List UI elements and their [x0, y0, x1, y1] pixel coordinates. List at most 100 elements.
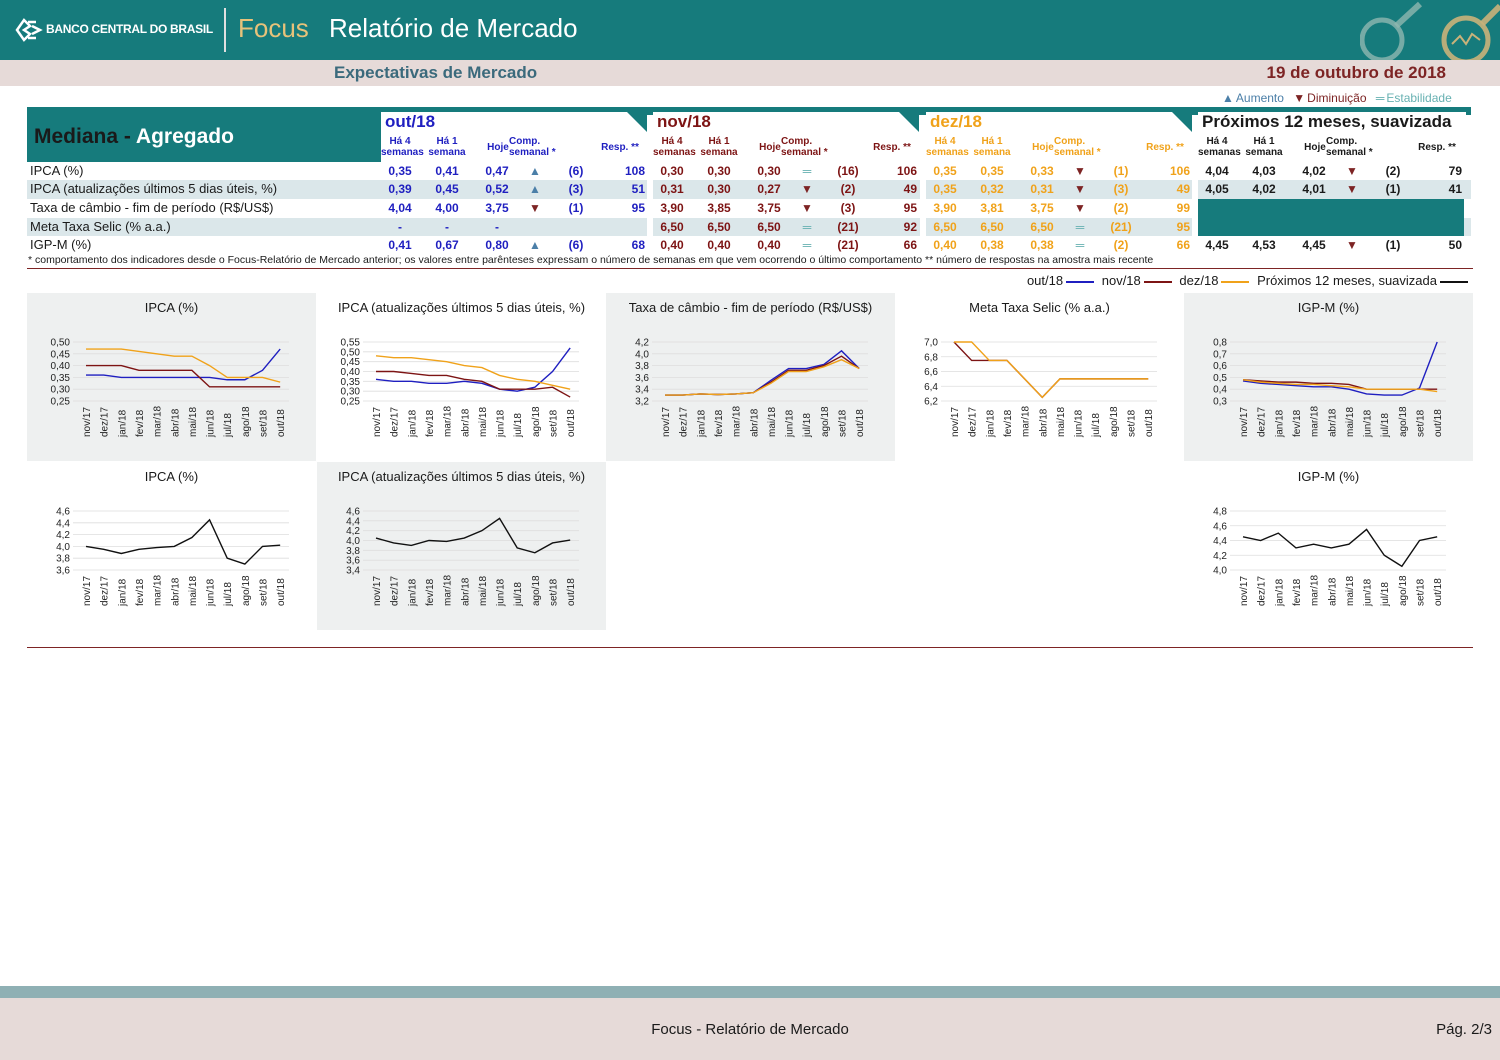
y-tick-label: 0,35	[51, 373, 71, 384]
x-tick-label: nov/17	[1239, 407, 1250, 437]
column-header: Resp. **	[865, 142, 919, 153]
down-arrow-icon: ▼	[1074, 182, 1086, 196]
equal-icon: ═	[1075, 220, 1085, 234]
column-header: Comp. semanal *	[509, 136, 569, 158]
x-tick-label: nov/17	[82, 407, 93, 437]
chart-title: IPCA (%)	[144, 300, 199, 315]
table-cell: 99	[1176, 201, 1190, 215]
chart-panel: IGP-M (%) 0,3 0,4 0,5 0,6 0,7 0,8 nov/17 dez/17 j…	[1184, 293, 1473, 461]
x-tick-label: jul/18	[802, 413, 813, 438]
table-cell: 41	[1448, 182, 1462, 196]
chart-title: IPCA (%)	[144, 469, 199, 484]
y-tick-label: 4,0	[346, 536, 360, 547]
x-tick-label: nov/17	[372, 407, 383, 437]
y-tick-label: 3,8	[346, 546, 360, 557]
y-tick-label: 0,8	[1213, 338, 1227, 349]
series-line	[1242, 379, 1438, 393]
divider-bottom	[27, 647, 1473, 648]
series-legend-dez: dez/18	[1179, 273, 1219, 288]
y-tick-label: 4,4	[56, 518, 70, 529]
table-cell: 4,04	[1205, 164, 1229, 178]
x-tick-label: dez/17	[1257, 576, 1268, 606]
table-cell: 6,50	[757, 220, 781, 234]
row-label: IPCA (atualizações últimos 5 dias úteis,…	[30, 181, 278, 196]
column-header-text: semanas	[381, 147, 424, 158]
table-cell: 0,40	[933, 238, 957, 252]
y-tick-label: 7,0	[924, 338, 938, 349]
table-cell: 95	[903, 201, 917, 215]
bcb-logo-icon	[15, 18, 43, 42]
y-tick-label: 6,2	[924, 397, 938, 408]
down-arrow-icon: ▼	[801, 201, 813, 215]
table-cell: 106	[896, 164, 917, 178]
y-tick-label: 4,6	[1213, 521, 1227, 532]
x-tick-label: dez/17	[390, 407, 401, 437]
series-line	[1242, 341, 1438, 396]
table-cell: 4,45	[1302, 238, 1326, 252]
block-title: dez/18	[930, 112, 982, 131]
x-tick-label: jul/18	[513, 413, 524, 438]
table-cell: 0,38	[980, 238, 1004, 252]
x-tick-label: set/18	[838, 409, 849, 437]
up-arrow-icon: ▲	[529, 164, 541, 178]
table-cell: 0,38	[1030, 238, 1054, 252]
x-tick-label: set/18	[259, 409, 270, 437]
chart-title: Meta Taxa Selic (% a.a.)	[969, 300, 1110, 315]
column-header-text: semana	[428, 147, 466, 158]
table-cell: 0,40	[757, 238, 781, 252]
y-tick-label: 0,30	[51, 385, 71, 396]
x-tick-label: dez/17	[1257, 407, 1268, 437]
x-tick-label: mai/18	[188, 407, 199, 437]
x-tick-label: jan/18	[407, 578, 418, 607]
y-tick-label: 0,50	[51, 338, 71, 349]
x-tick-label: jan/18	[985, 409, 996, 438]
x-tick-label: dez/17	[968, 407, 979, 437]
legend-stable-label: Estabilidade	[1386, 91, 1452, 105]
block-header: Próximos 12 meses, suavizada Há 4 semanas H…	[1198, 112, 1466, 162]
table-cell: 0,35	[980, 164, 1004, 178]
x-tick-label: out/18	[1433, 578, 1444, 606]
column-header-text: semana	[1245, 147, 1283, 158]
block-gap	[920, 162, 926, 256]
x-tick-label: mar/18	[1021, 405, 1032, 437]
table-cell: 0,35	[388, 164, 412, 178]
table-cell: 0,30	[660, 164, 684, 178]
column-header: Há 1 semana	[971, 136, 1013, 158]
legend-up-label: Aumento	[1235, 91, 1284, 105]
series-legend-12m: Próximos 12 meses, suavizada	[1257, 273, 1437, 288]
y-tick-label: 6,6	[924, 367, 938, 378]
row-label: IGP-M (%)	[30, 237, 92, 252]
y-tick-label: 0,45	[341, 357, 361, 368]
series-legend-nov-line	[1143, 280, 1172, 283]
y-tick-label: 4,2	[635, 338, 649, 349]
y-tick-label: 0,55	[341, 338, 361, 349]
y-tick-label: 4,0	[635, 349, 649, 360]
table-cell: (3)	[840, 201, 856, 215]
chart-panel: IPCA (atualizações últimos 5 dias úteis,…	[317, 462, 606, 630]
column-header-text: Há 4	[389, 136, 411, 147]
y-tick-label: 4,0	[1213, 566, 1227, 577]
x-tick-label: mai/18	[767, 407, 778, 437]
equal-icon: ═	[1075, 238, 1085, 252]
y-tick-label: 4,6	[346, 507, 360, 518]
block-header: out/18 Há 4 semanas Há 1 semana Hoje Comp. sema…	[381, 112, 647, 162]
x-tick-label: dez/17	[390, 576, 401, 606]
table-cell: (6)	[568, 164, 584, 178]
block-gap	[1192, 162, 1198, 256]
down-arrow-icon: ▼	[1346, 238, 1358, 252]
block-title: Próximos 12 meses, suavizada	[1202, 112, 1452, 131]
chart-title: Taxa de câmbio - fim de período (R$/US$)	[628, 300, 873, 315]
table-title-box	[27, 107, 381, 162]
column-header: Há 4 semanas	[926, 136, 969, 158]
column-header-text: Resp. **	[873, 142, 911, 153]
column-header: Há 4 semanas	[653, 136, 696, 158]
x-tick-label: jul/18	[1380, 413, 1391, 438]
down-arrow-icon: ▼	[801, 182, 813, 196]
x-tick-label: jul/18	[513, 582, 524, 607]
series-legend-out-line	[1066, 280, 1095, 283]
down-arrow-icon: ▼	[529, 201, 541, 215]
series-line	[375, 355, 571, 390]
table-row-bg	[27, 199, 1471, 218]
series-legend-out: out/18	[1026, 273, 1064, 288]
y-tick-label: 0,25	[51, 397, 71, 408]
